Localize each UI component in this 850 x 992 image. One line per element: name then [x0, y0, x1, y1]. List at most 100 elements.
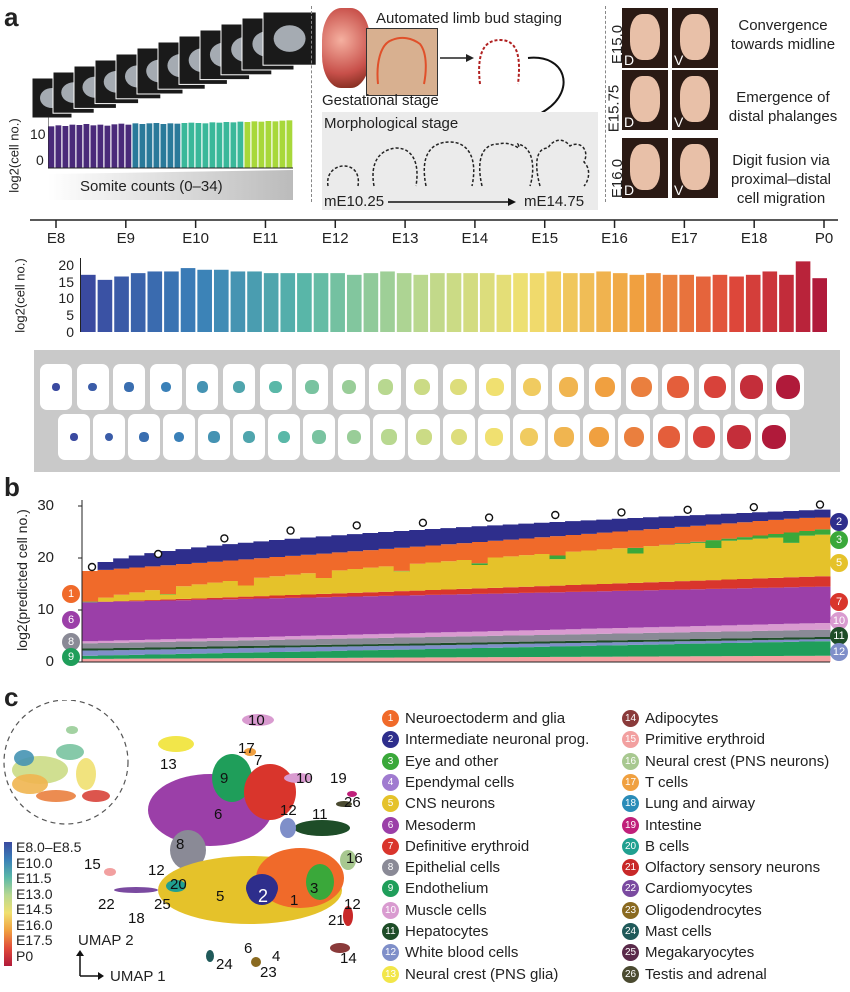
cluster-legend-dot-18: 18 — [622, 795, 639, 813]
film-thumb-0-20 — [772, 364, 804, 410]
timeline-label-E12: E12 — [321, 230, 349, 247]
cluster-legend-dot-16: 16 — [622, 752, 639, 770]
film-embryo — [667, 376, 689, 398]
area-layer-10 — [82, 517, 831, 602]
paw-label-D: D — [624, 114, 635, 130]
film-embryo — [70, 433, 78, 441]
stage-bar-E10.5 — [247, 271, 262, 332]
somite-ylabel: log2(cell no.) — [6, 118, 22, 193]
umap-number-23-29: 23 — [260, 964, 277, 981]
somite-bar-10 — [118, 123, 125, 168]
film-embryo — [52, 383, 60, 391]
stage-bar-E16.5 — [646, 273, 661, 332]
cluster-legend-label-21: Olfactory sensory neurons — [645, 859, 821, 877]
somite-bar-24 — [216, 122, 223, 168]
film-embryo — [486, 378, 504, 396]
film-embryo — [450, 428, 468, 446]
panel-label-a: a — [4, 2, 19, 32]
total-point-7 — [551, 510, 560, 520]
film-embryo — [485, 428, 503, 446]
film-embryo — [623, 426, 645, 448]
film-thumb-1-11 — [443, 414, 475, 460]
umap-number-19-6: 19 — [330, 770, 347, 787]
stage-bar-E13.25 — [430, 273, 445, 332]
panel-b-ytick-10: 10 — [37, 601, 54, 618]
cluster-legend-item-18: 18 Lung and airway — [622, 795, 756, 813]
stage-bar-E15.25 — [563, 273, 578, 332]
umap-number-2-24: 2 — [258, 886, 269, 906]
film-thumb-1-8 — [338, 414, 370, 460]
cluster-legend-label-10: Muscle cells — [405, 901, 487, 919]
film-thumb-0-12 — [479, 364, 512, 410]
somite-bar-15 — [153, 123, 160, 168]
film-thumb-1-9 — [373, 414, 405, 460]
cluster-legend-label-26: Testis and adrenal — [645, 965, 767, 983]
cluster-legend-item-20: 20 B cells — [622, 837, 689, 855]
area-layer-3 — [82, 637, 831, 651]
divider-right — [605, 6, 606, 202]
cluster-legend-label-15: Primitive erythroid — [645, 731, 766, 749]
somite-bar-26 — [230, 122, 237, 168]
film-embryo — [341, 379, 356, 395]
stage-bar-E9 — [147, 271, 163, 332]
stage-bar-E10.75 — [263, 273, 279, 332]
cluster-legend-item-10: 10 Muscle cells — [382, 901, 487, 919]
timeline-label-E18: E18 — [740, 230, 768, 247]
stage-bar-E13.75 — [463, 273, 478, 332]
timeline-label-E9: E9 — [116, 230, 135, 247]
somite-bar-22 — [202, 123, 209, 168]
film-embryo — [762, 425, 786, 449]
cluster-legend-item-17: 17 T cells — [622, 773, 688, 791]
cluster-legend-label-23: Oligodendrocytes — [645, 901, 762, 919]
umap-number-24-28: 24 — [216, 956, 233, 973]
paw-label-D: D — [624, 182, 635, 198]
film-thumb-1-17 — [653, 414, 685, 460]
film-embryo — [519, 427, 539, 447]
film-thumb-0-8 — [332, 364, 365, 410]
area-layer-11 — [82, 509, 831, 571]
film-embryo — [139, 432, 149, 442]
right-badge-5: 5 — [830, 554, 848, 572]
film-thumb-0-19 — [735, 364, 768, 410]
timeline-label-E14: E14 — [461, 230, 489, 247]
stage-bar-E16.75 — [662, 274, 678, 332]
inset-blob-3 — [76, 758, 96, 790]
cluster-legend-item-5: 5 CNS neurons — [382, 795, 495, 813]
stage-bar-P0 — [812, 278, 827, 332]
cluster-legend-dot-20: 20 — [622, 837, 639, 855]
somite-bar-11 — [125, 124, 132, 168]
film-thumb-1-13 — [513, 414, 545, 460]
stage-bar-E10 — [213, 269, 229, 332]
cluster-legend-item-7: 7 Definitive erythroid — [382, 837, 529, 855]
film-embryo — [312, 430, 326, 444]
cluster-legend-dot-25: 25 — [622, 944, 639, 962]
time-legend-3: E13.0 — [16, 885, 53, 902]
cluster-legend-label-18: Lung and airway — [645, 795, 756, 813]
umap-cluster-20-14 — [166, 880, 186, 892]
somite-bar-21 — [195, 123, 202, 168]
umap-cluster-22-15 — [114, 887, 158, 893]
area-layer-5 — [82, 623, 831, 644]
umap-number-4-27: 4 — [272, 948, 281, 965]
timeline-label-P0: P0 — [814, 230, 834, 247]
film-thumb-0-7 — [296, 364, 329, 410]
cluster-legend-item-24: 24 Mast cells — [622, 923, 712, 940]
film-thumb-1-6 — [268, 414, 300, 460]
film-thumb-1-14 — [548, 414, 580, 460]
left-badge-6: 6 — [62, 611, 80, 629]
cluster-legend-dot-6: 6 — [382, 816, 399, 834]
stage-tick-0: 0 — [66, 324, 74, 340]
total-point-8 — [617, 508, 626, 517]
film-embryo — [377, 379, 393, 395]
film-thumb-1-20 — [758, 414, 790, 460]
cluster-legend-dot-11: 11 — [382, 923, 399, 940]
stage-bar-E13.5 — [446, 273, 462, 332]
caption-fusion: Digit fusion via proximal–distal cell mi… — [730, 152, 832, 207]
cluster-legend-dot-7: 7 — [382, 837, 399, 855]
stage-e1575: E15.75 — [605, 84, 623, 133]
cluster-legend-dot-15: 15 — [622, 731, 639, 749]
film-thumb-1-7 — [303, 414, 335, 460]
stage-bar-E13 — [413, 274, 429, 332]
time-legend-4: E14.5 — [16, 901, 53, 917]
umap-number-7-2: 7 — [254, 752, 263, 769]
